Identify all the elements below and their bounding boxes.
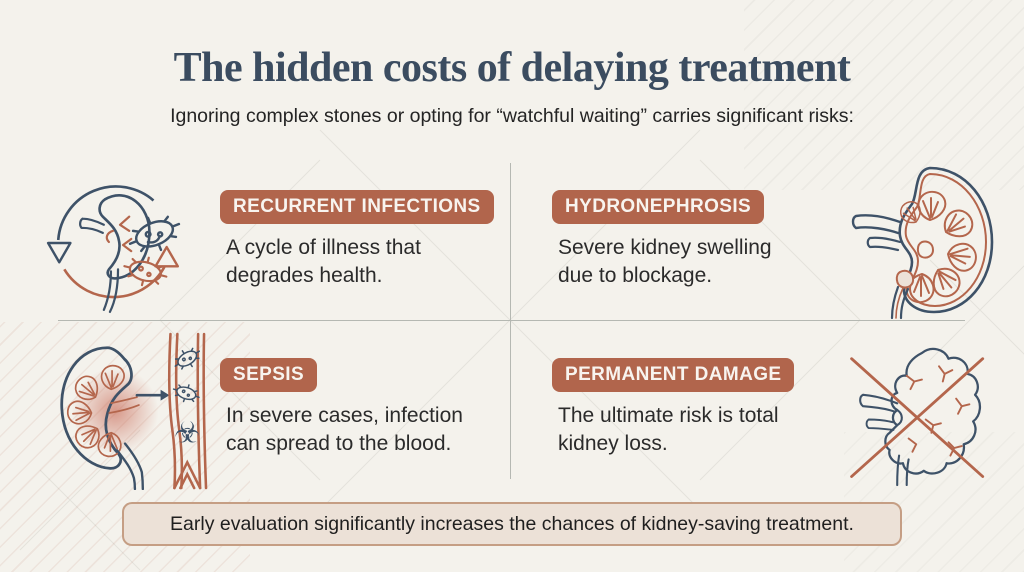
swollen-kidney-icon (842, 160, 1002, 320)
risk-badge: SEPSIS (220, 358, 318, 392)
risk-description: The ultimate risk is total kidney loss. (558, 404, 779, 455)
kidney-to-blood-infection-icon: ☣ (50, 332, 208, 490)
risk-badge: PERMANENT DAMAGE (552, 358, 795, 392)
risk-badge: RECURRENT INFECTIONS (220, 190, 494, 224)
crossed-out-damaged-kidney-icon (844, 334, 996, 486)
risk-badge: HYDRONEPHROSIS (552, 190, 765, 224)
infection-cycle-kidney-icon (40, 166, 192, 318)
footer-banner: Early evaluation significantly increases… (122, 502, 902, 546)
horizontal-divider (58, 320, 965, 321)
risk-description: Severe kidney swelling due to blockage. (558, 236, 772, 287)
page-subtitle: Ignoring complex stones or opting for “w… (170, 105, 854, 127)
risk-description: In severe cases, infection can spread to… (226, 404, 463, 455)
risk-description: A cycle of illness that degrades health. (226, 236, 421, 287)
footer-message: Early evaluation significantly increases… (170, 512, 854, 535)
page-title: The hidden costs of delaying treatment (173, 45, 851, 91)
svg-text:☣: ☣ (174, 416, 201, 450)
vertical-divider (510, 163, 511, 479)
